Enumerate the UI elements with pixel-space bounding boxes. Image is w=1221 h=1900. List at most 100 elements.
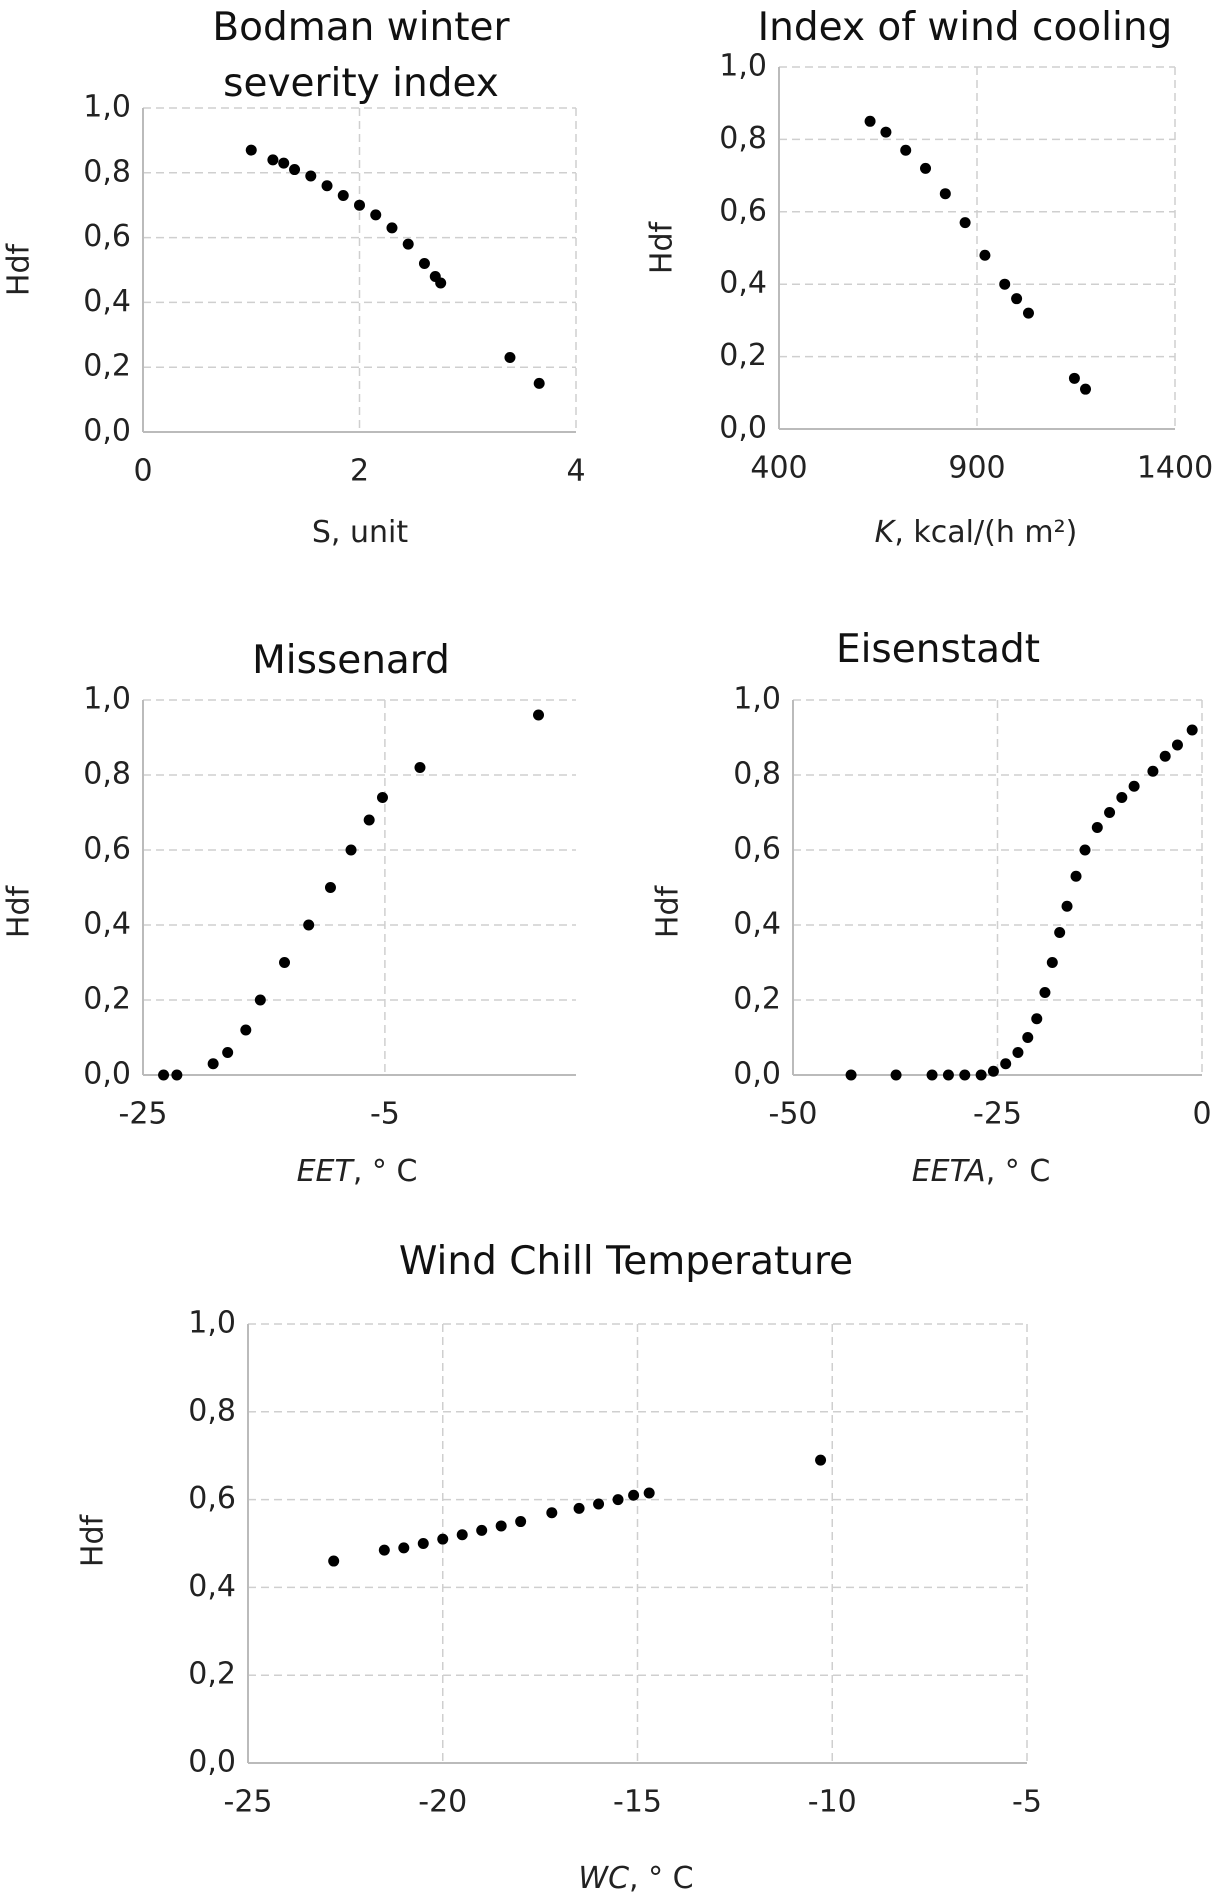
point: [278, 157, 290, 169]
y-axis-label: Hdf: [2, 242, 37, 296]
point: [476, 1524, 488, 1536]
point: [354, 199, 365, 211]
y-tick-label: 0,6: [188, 1481, 236, 1516]
x-tick-label: 2: [350, 454, 369, 489]
point: [1011, 293, 1023, 305]
point: [398, 1542, 410, 1554]
point: [890, 1069, 902, 1081]
point: [1091, 822, 1103, 833]
point: [942, 1069, 954, 1081]
point: [324, 882, 336, 893]
y-tick-label: 0,8: [188, 1393, 236, 1428]
point: [1080, 383, 1092, 395]
point: [939, 188, 951, 200]
point: [207, 1058, 219, 1070]
point: [1022, 307, 1034, 319]
point: [959, 217, 971, 229]
point: [456, 1529, 468, 1541]
point: [864, 115, 876, 127]
point: [546, 1507, 558, 1519]
x-tick-label: -25: [224, 1785, 273, 1820]
y-tick-label: 0,4: [188, 1569, 236, 1604]
x-axis-label-unit: , ° C: [353, 1154, 418, 1189]
y-axis-label: Hdf: [2, 884, 37, 938]
point: [643, 1487, 655, 1499]
point: [1061, 900, 1073, 912]
y-tick-label: 0,8: [83, 757, 131, 792]
point: [515, 1516, 527, 1528]
x-tick-label: 4: [566, 454, 585, 489]
point: [1159, 750, 1171, 762]
x-axis-label-var: EETA: [912, 1154, 986, 1189]
y-tick-label: 0,6: [733, 832, 781, 867]
y-axis-label: Hdf: [645, 220, 680, 274]
x-axis-label: EETA, ° C: [912, 1154, 1051, 1189]
y-tick-label: 0,4: [719, 266, 767, 301]
x-tick-label: -15: [613, 1785, 662, 1820]
point: [1046, 957, 1058, 968]
point: [386, 222, 398, 234]
x-tick-label: 400: [750, 451, 807, 486]
x-tick-label: 0: [1192, 1097, 1211, 1132]
point: [815, 1454, 827, 1466]
point: [267, 154, 279, 166]
point: [279, 957, 291, 968]
point: [1116, 792, 1128, 803]
point: [1012, 1047, 1024, 1058]
point: [573, 1502, 585, 1514]
x-axis-label: S, unit: [312, 515, 408, 550]
x-axis-label-var: WC: [578, 1861, 629, 1896]
y-tick-label: 1,0: [83, 90, 131, 125]
x-axis-label: K, kcal/(h m²): [875, 515, 1078, 550]
y-axis-label: Hdf: [76, 1513, 111, 1567]
chart-title: Wind Chill Temperature: [398, 1239, 854, 1284]
x-axis-label-unit: S, unit: [312, 515, 408, 550]
point: [1054, 927, 1066, 938]
x-tick-label: -25: [973, 1097, 1022, 1132]
x-tick-label: -50: [769, 1097, 818, 1132]
point: [222, 1047, 234, 1058]
chart-title: Eisenstadt: [835, 627, 1041, 672]
y-tick-label: 0,0: [733, 1057, 781, 1092]
y-tick-label: 0,2: [83, 982, 131, 1017]
point: [378, 1544, 390, 1556]
point: [628, 1489, 640, 1501]
x-axis-label-var: K: [875, 515, 897, 550]
point: [1022, 1032, 1034, 1043]
y-tick-label: 0,8: [719, 121, 767, 156]
y-tick-label: 1,0: [719, 49, 767, 84]
y-tick-label: 1,0: [733, 682, 781, 717]
y-tick-label: 0,2: [188, 1657, 236, 1692]
y-tick-label: 0,2: [719, 338, 767, 373]
point: [1031, 1013, 1043, 1025]
x-tick-label: -5: [1012, 1785, 1042, 1820]
point: [845, 1069, 857, 1081]
point: [321, 180, 333, 192]
y-tick-label: 0,6: [83, 832, 131, 867]
chart-title: Index of wind cooling: [757, 5, 1173, 50]
x-tick-label: -5: [370, 1097, 400, 1132]
x-tick-label: -25: [119, 1097, 168, 1132]
point: [593, 1498, 605, 1510]
point: [240, 1024, 252, 1036]
x-axis-label: EET, ° C: [297, 1154, 418, 1189]
x-tick-label: 0: [133, 454, 152, 489]
x-tick-label: -20: [418, 1785, 467, 1820]
point: [337, 189, 349, 201]
point: [987, 1065, 999, 1077]
point: [1128, 780, 1140, 792]
point: [1104, 807, 1116, 818]
point: [402, 238, 414, 250]
point: [495, 1520, 507, 1532]
y-tick-label: 0,4: [733, 907, 781, 942]
y-tick-label: 0,6: [719, 193, 767, 228]
y-tick-label: 0,0: [719, 411, 767, 446]
point: [370, 209, 382, 221]
point: [1070, 870, 1082, 882]
point: [926, 1069, 938, 1081]
point: [959, 1069, 971, 1081]
point: [880, 126, 892, 138]
x-axis-label-var: EET: [297, 1154, 356, 1189]
point: [345, 844, 357, 856]
